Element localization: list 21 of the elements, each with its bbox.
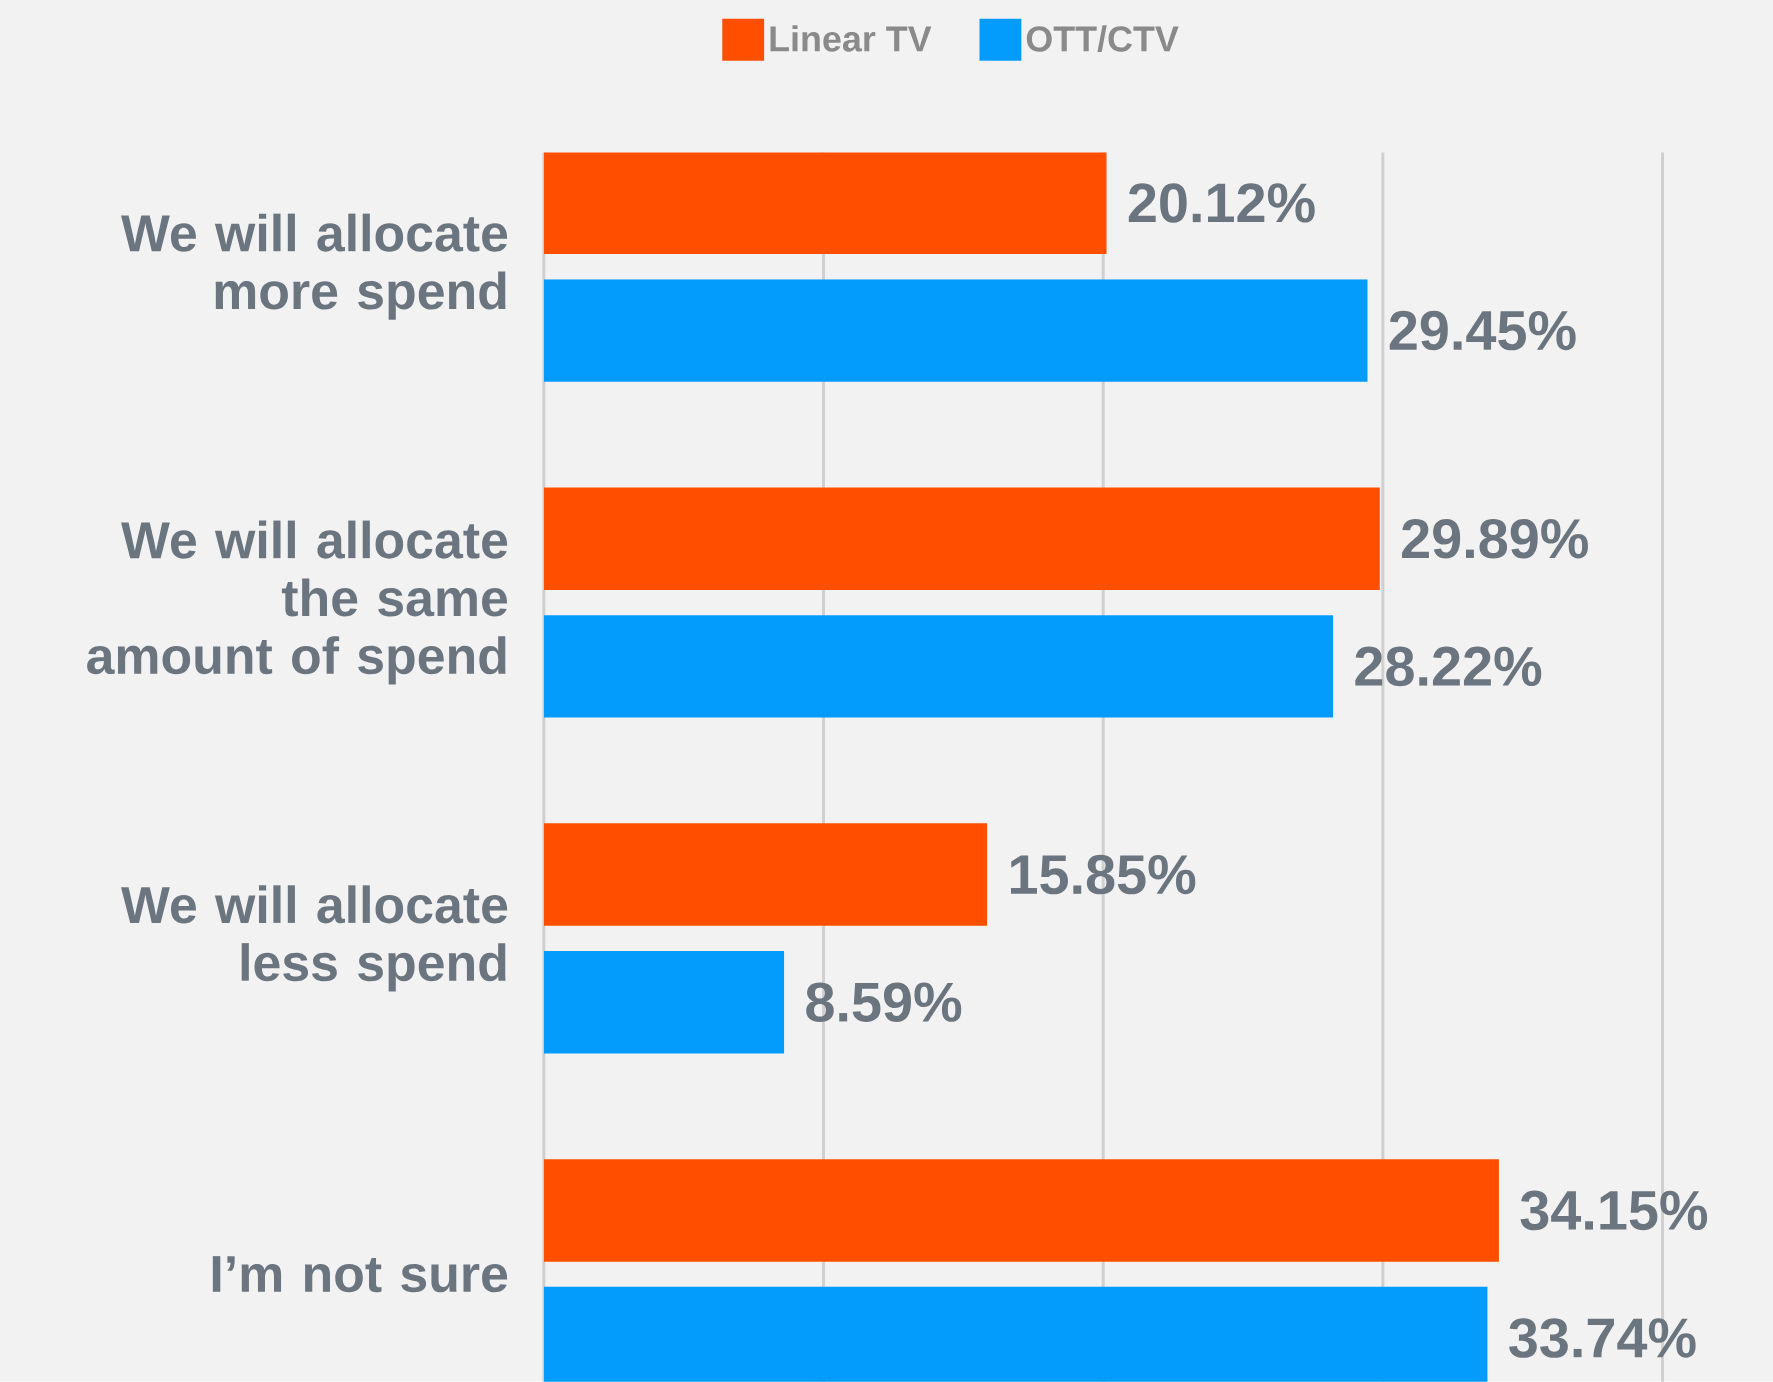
- data-label: 28.22%: [1355, 646, 1542, 687]
- bar: [543, 487, 1380, 591]
- bar: [543, 279, 1368, 382]
- data-label: 15.85%: [1010, 854, 1196, 895]
- bar: [543, 152, 1107, 255]
- y-tick-label: We will allocate less spend: [121, 885, 508, 992]
- y-tick-label: We will allocate more spend: [121, 213, 508, 320]
- data-label: 29.45%: [1389, 310, 1576, 351]
- legend-label: Linear TV: [770, 25, 932, 52]
- data-label: 34.15%: [1520, 1190, 1708, 1231]
- data-label: 33.74%: [1509, 1318, 1696, 1358]
- bar: [543, 951, 785, 1054]
- legend-label: OTT/CTV: [1026, 25, 1179, 53]
- y-tick-label: I’m not sure: [212, 1256, 508, 1293]
- y-tick-label: We will allocate the same amount of spend: [87, 520, 508, 685]
- bar: [543, 1159, 1499, 1262]
- bar: [543, 615, 1334, 718]
- data-label: 20.12%: [1128, 183, 1315, 223]
- data-label: 8.59%: [806, 982, 962, 1023]
- bar: [543, 823, 988, 926]
- data-label: 29.89%: [1402, 519, 1588, 559]
